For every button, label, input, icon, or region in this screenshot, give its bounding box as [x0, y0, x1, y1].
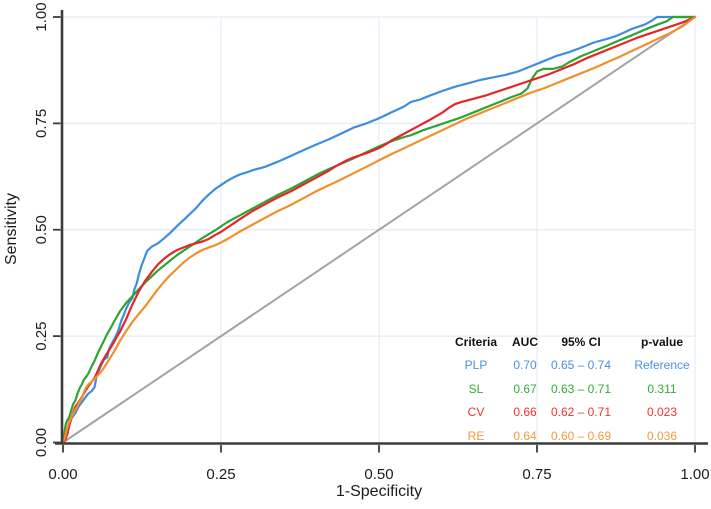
x-tick-label: 0.50	[364, 466, 393, 483]
legend-row-auc: 0.64	[513, 428, 537, 443]
legend-row-pvalue: Reference	[634, 358, 690, 373]
legend-row-pvalue: 0.036	[646, 428, 678, 443]
legend-row-name: PLP	[464, 358, 488, 373]
legend-table: Criteria AUC 95% CI p-value PLP 0.70 0.6…	[451, 330, 711, 448]
legend-header-auc: AUC	[512, 334, 538, 349]
roc-curve-SL	[61, 15, 697, 444]
legend-row-pvalue: 0.311	[647, 381, 677, 396]
x-tick-label: 1.00	[680, 466, 709, 483]
legend-row-ci: 0.62 – 0.71	[550, 405, 612, 420]
legend-row-name: SL	[468, 381, 484, 396]
y-tick-label: 1.00	[33, 2, 50, 31]
y-axis-title: Sensitivity	[3, 192, 20, 266]
legend-row-ci: 0.63 – 0.71	[550, 381, 612, 396]
legend-row-ci: 0.60 – 0.69	[550, 428, 612, 443]
legend-row-auc: 0.70	[513, 358, 537, 373]
x-axis-title: 1-Specificity	[335, 483, 423, 500]
x-tick-label: 0.00	[48, 466, 77, 483]
legend-row-auc: 0.66	[513, 405, 537, 420]
x-tick-label: 0.75	[522, 466, 551, 483]
y-tick-label: 0.75	[33, 109, 50, 138]
roc-curve-RE	[61, 15, 697, 444]
y-tick-label: 0.00	[33, 428, 50, 457]
legend-row-auc: 0.67	[513, 381, 537, 396]
reference-diagonal	[62, 16, 696, 444]
legend-row-pvalue: 0.023	[646, 405, 678, 420]
legend-row-ci: 0.65 – 0.74	[550, 358, 612, 373]
y-tick-label: 0.25	[33, 322, 50, 351]
roc-curve-CV	[61, 15, 697, 444]
legend-header-criteria: Criteria	[454, 334, 498, 349]
legend-header-pvalue: p-value	[640, 334, 683, 349]
y-tick-label: 0.50	[33, 215, 50, 244]
legend-header-ci: 95% CI	[561, 334, 601, 349]
legend-row-name: RE	[467, 428, 485, 443]
x-tick-label: 0.25	[206, 466, 235, 483]
legend-row-name: CV	[467, 405, 485, 420]
